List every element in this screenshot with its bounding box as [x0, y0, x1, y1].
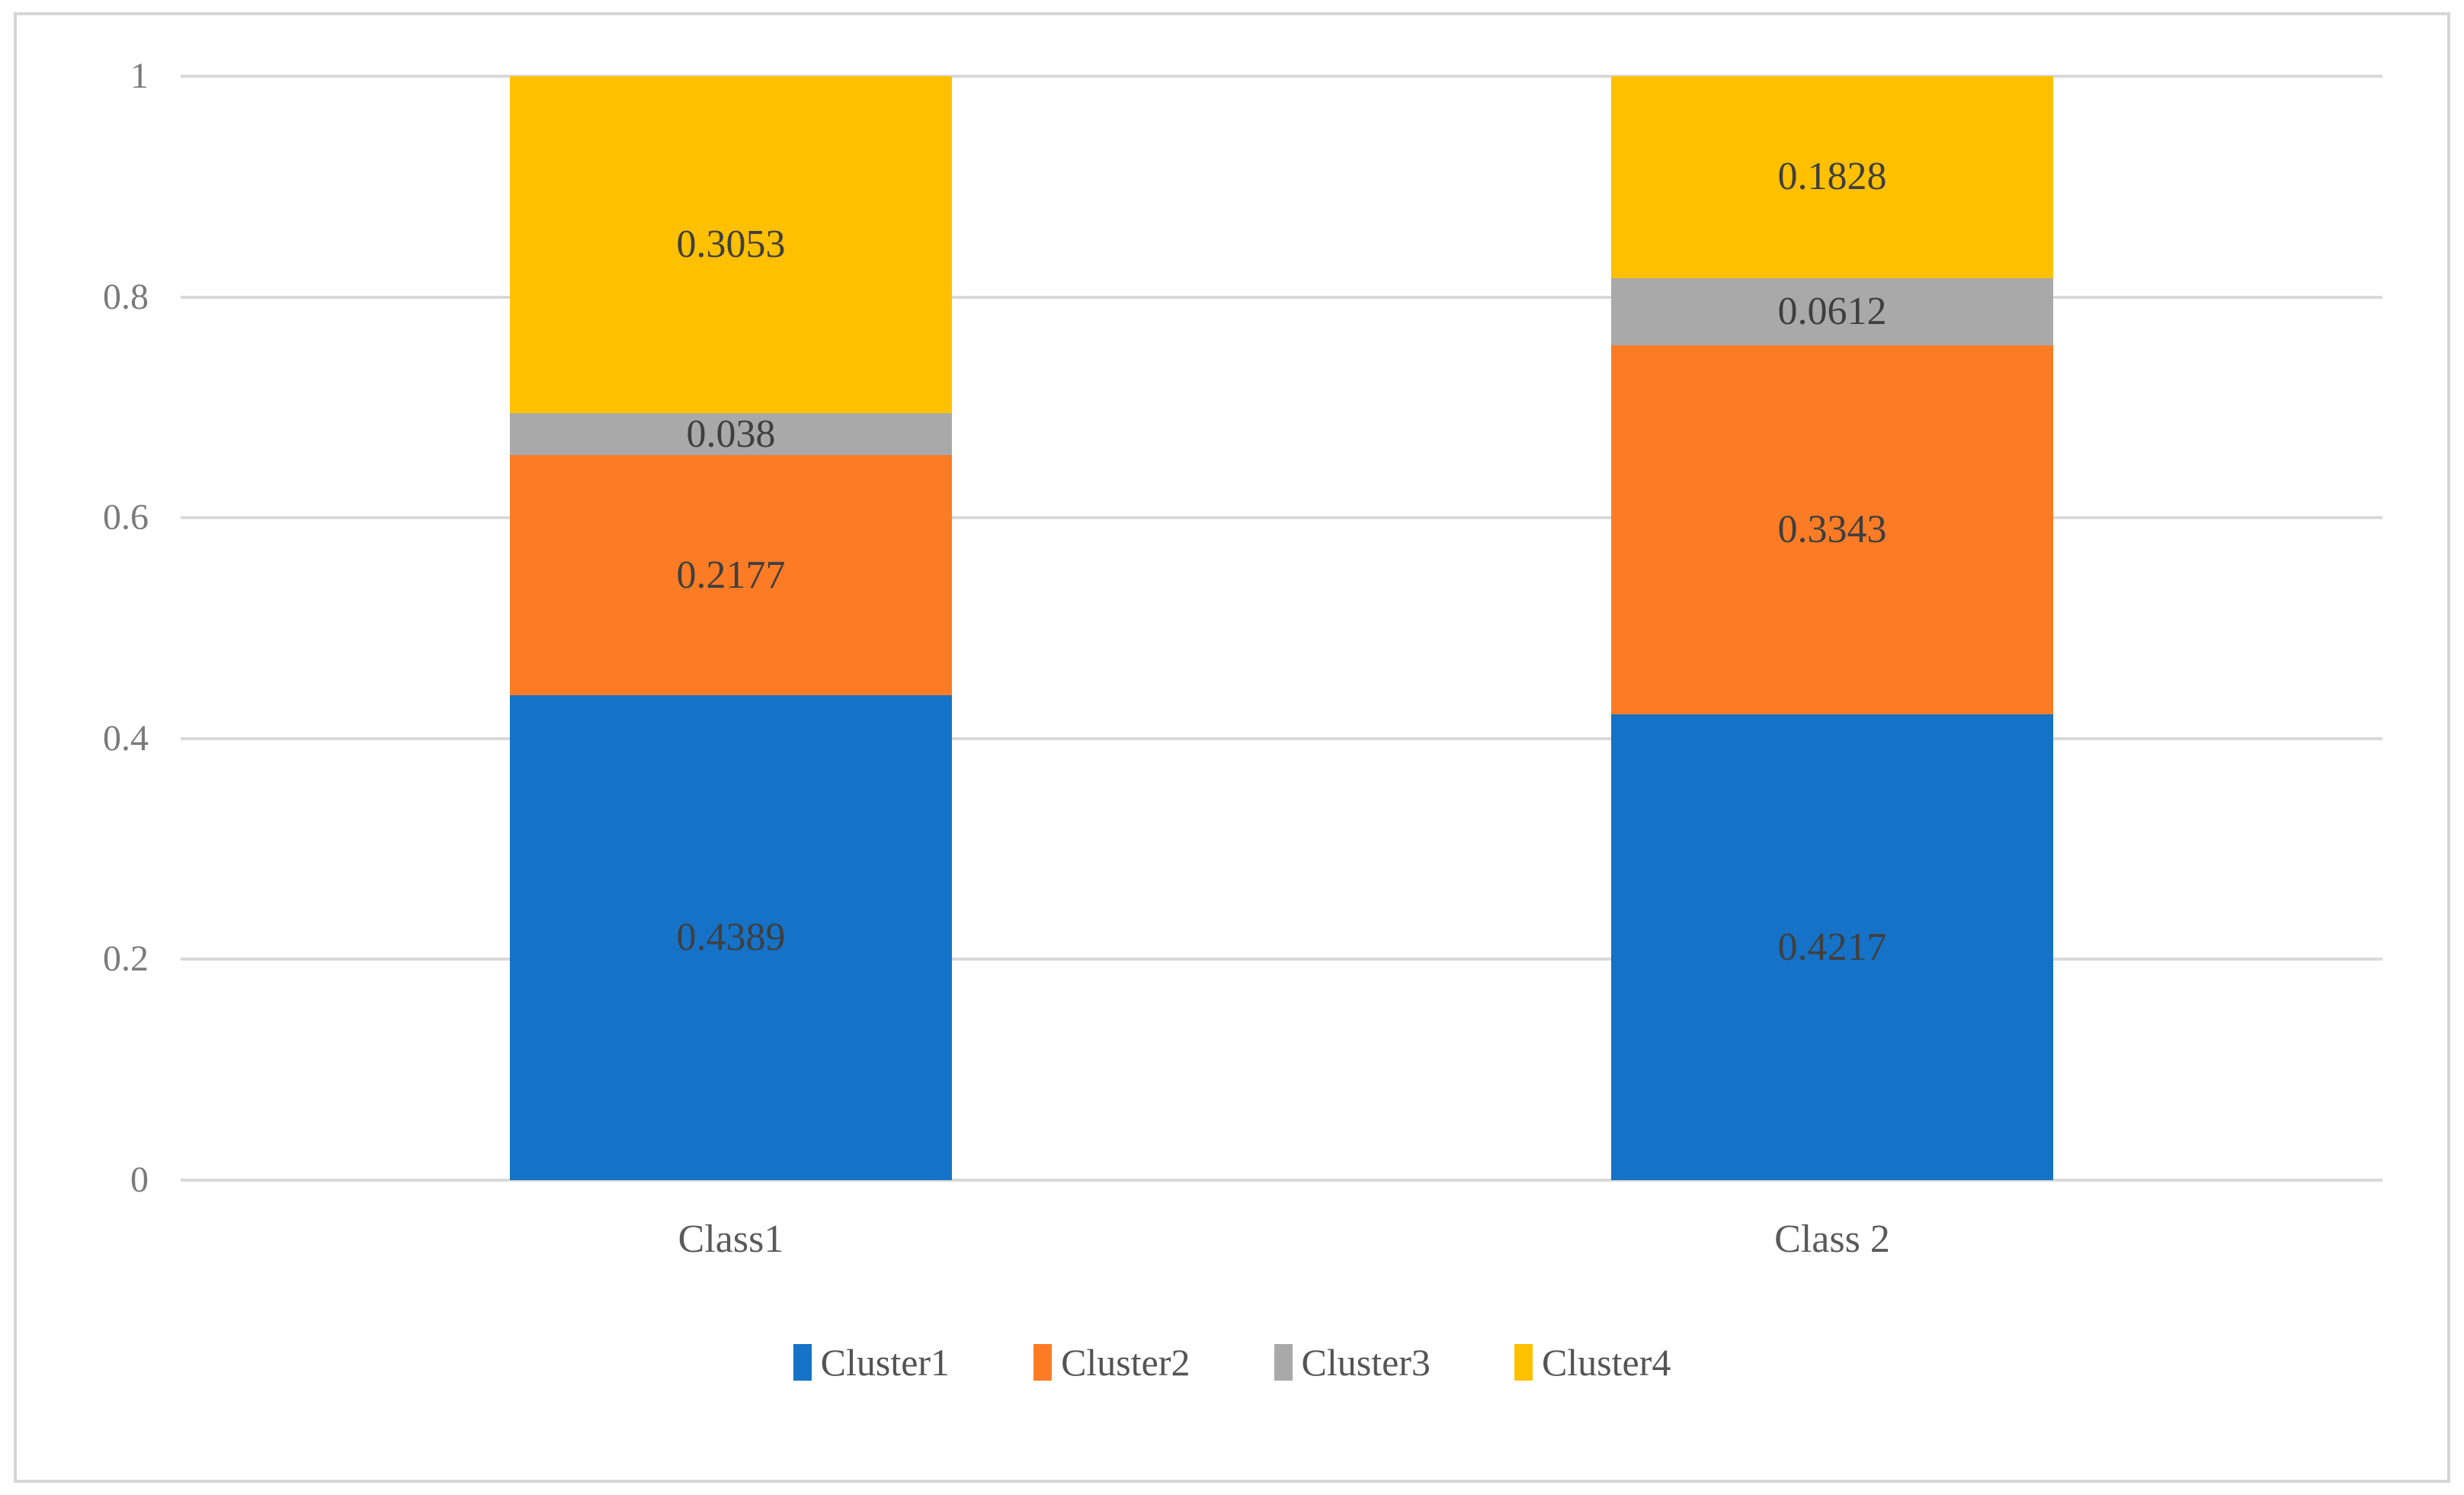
segment-value-label: 0.0612	[1777, 290, 1887, 334]
legend-item-cluster1: Cluster1	[793, 1343, 950, 1381]
segment-cluster3-class1: 0.038	[510, 412, 952, 456]
segment-value-label: 0.2177	[676, 553, 786, 597]
legend: Cluster1 Cluster2 Cluster3 Cluster4	[0, 1343, 2464, 1381]
gridline	[181, 958, 2382, 961]
segment-value-label: 0.3053	[676, 223, 786, 267]
y-tick-label: 0.6	[103, 497, 149, 538]
legend-item-cluster4: Cluster4	[1514, 1343, 1671, 1381]
legend-item-cluster2: Cluster2	[1033, 1343, 1190, 1381]
segment-value-label: 0.038	[686, 412, 776, 456]
legend-item-cluster3: Cluster3	[1274, 1343, 1431, 1381]
y-tick-label: 0	[130, 1160, 149, 1200]
chart-frame	[14, 12, 2450, 1483]
legend-swatch-cluster1	[793, 1344, 812, 1381]
segment-cluster2-class1: 0.2177	[510, 455, 952, 696]
legend-item-label: Cluster2	[1061, 1341, 1190, 1384]
plot-area: 0.4389 0.2177 0.038 0.3053 0.4217 0.3343 0.061…	[181, 75, 2382, 1182]
y-tick-label: 0.4	[103, 717, 149, 759]
gridline	[181, 736, 2382, 740]
legend-swatch-cluster4	[1514, 1344, 1533, 1381]
gridline	[181, 516, 2382, 520]
segment-value-label: 0.4389	[676, 916, 786, 960]
segment-value-label: 0.1828	[1777, 155, 1887, 199]
segment-cluster1-class1: 0.4389	[510, 695, 952, 1180]
bar-class-2: 0.4217 0.3343 0.0612 0.1828	[1611, 76, 2053, 1180]
legend-item-label: Cluster1	[820, 1341, 950, 1384]
gridline	[181, 295, 2382, 299]
bar-class1: 0.4389 0.2177 0.038 0.3053	[510, 76, 952, 1180]
legend-swatch-cluster2	[1033, 1344, 1053, 1381]
y-tick-label: 0.2	[103, 938, 149, 980]
segment-cluster4-class-2: 0.1828	[1611, 76, 2053, 278]
segment-cluster2-class-2: 0.3343	[1611, 345, 2053, 715]
category-label-class-2: Class 2	[1774, 1217, 1890, 1261]
legend-swatch-cluster3	[1274, 1344, 1293, 1381]
y-axis: 1 0.8 0.6 0.4 0.2 0	[0, 58, 149, 1198]
legend-item-label: Cluster4	[1541, 1341, 1671, 1384]
segment-cluster1-class-2: 0.4217	[1611, 714, 2053, 1180]
segment-value-label: 0.3343	[1777, 508, 1887, 552]
y-tick-label: 1	[130, 56, 149, 96]
segment-cluster4-class1: 0.3053	[510, 76, 952, 414]
gridline	[181, 75, 2382, 78]
segment-cluster3-class-2: 0.0612	[1611, 278, 2053, 346]
y-tick-label: 0.8	[103, 276, 149, 317]
segment-value-label: 0.4217	[1777, 925, 1887, 969]
legend-item-label: Cluster3	[1301, 1341, 1431, 1384]
category-label-class1: Class1	[678, 1217, 784, 1261]
gridline	[181, 1179, 2382, 1182]
